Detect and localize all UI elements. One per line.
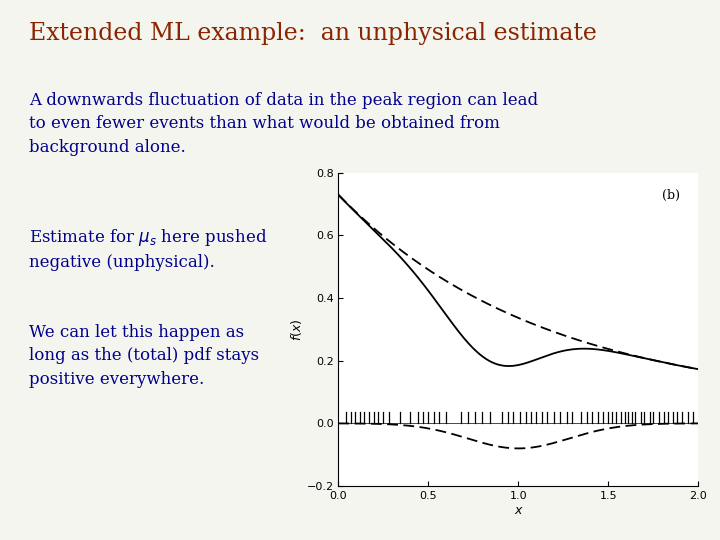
X-axis label: x: x bbox=[515, 504, 522, 517]
Text: Extended ML example:  an unphysical estimate: Extended ML example: an unphysical estim… bbox=[29, 22, 597, 45]
Y-axis label: $f(x)$: $f(x)$ bbox=[289, 318, 304, 341]
Text: A downwards fluctuation of data in the peak region can lead
to even fewer events: A downwards fluctuation of data in the p… bbox=[29, 92, 538, 156]
Text: Estimate for $\mu_s$ here pushed
negative (unphysical).: Estimate for $\mu_s$ here pushed negativ… bbox=[29, 227, 267, 271]
Text: (b): (b) bbox=[662, 188, 680, 201]
Text: We can let this happen as
long as the (total) pdf stays
positive everywhere.: We can let this happen as long as the (t… bbox=[29, 324, 259, 388]
